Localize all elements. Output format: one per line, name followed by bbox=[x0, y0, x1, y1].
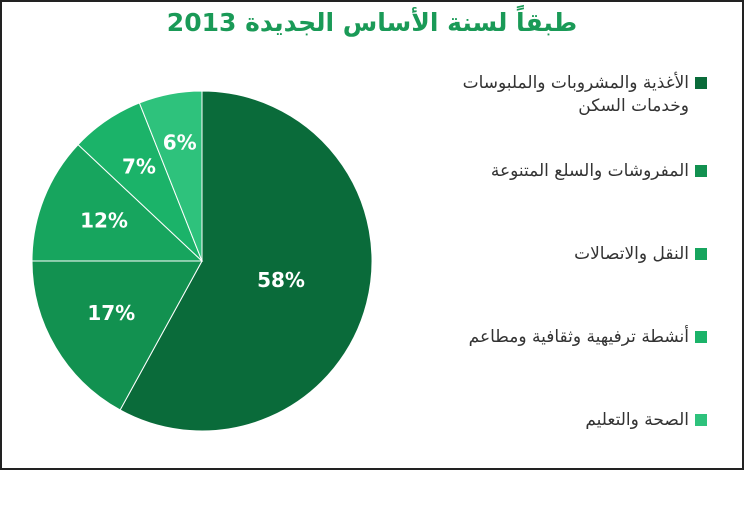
legend-label: الأغذية والمشروبات والملبوسات وخدمات الس… bbox=[462, 73, 689, 116]
chart-frame: طبقاً لسنة الأساس الجديدة 2013 58% 17% 12%… bbox=[0, 0, 744, 470]
legend-swatch bbox=[695, 165, 707, 177]
pie-label-food: 58% bbox=[257, 268, 305, 292]
legend-item-furnishings: المفروشات والسلع المتنوعة bbox=[407, 160, 707, 183]
pie-label-transport: 12% bbox=[80, 209, 128, 233]
pie-slice-health bbox=[138, 90, 203, 262]
pie-slice-transport bbox=[32, 143, 204, 262]
legend-swatch bbox=[695, 331, 707, 343]
pie-label-furnishings: 17% bbox=[87, 301, 135, 325]
legend-item-recreation: أنشطة ترفيهية وثقافية ومطاعم bbox=[407, 326, 707, 349]
legend-label: المفروشات والسلع المتنوعة bbox=[490, 161, 689, 181]
chart-title: طبقاً لسنة الأساس الجديدة 2013 bbox=[166, 8, 578, 37]
legend-swatch bbox=[695, 414, 707, 426]
pie-chart: 58% 17% 12% 7% 6% bbox=[32, 90, 372, 432]
pie-slice-food bbox=[119, 90, 372, 432]
legend-label: النقل والاتصالات bbox=[574, 244, 689, 264]
legend-item-health: الصحة والتعليم bbox=[407, 409, 707, 432]
legend-label: الصحة والتعليم bbox=[585, 410, 689, 430]
legend-item-transport: النقل والاتصالات bbox=[407, 243, 707, 266]
legend-swatch bbox=[695, 248, 707, 260]
pie-label-health: 6% bbox=[163, 131, 197, 155]
pie-slices bbox=[32, 90, 372, 432]
legend-swatch bbox=[695, 77, 707, 89]
pie-labels: 58% 17% 12% 7% 6% bbox=[80, 131, 305, 326]
legend-item-food: الأغذية والمشروبات والملبوسات وخدمات الس… bbox=[407, 72, 707, 118]
pie-label-recreation: 7% bbox=[122, 155, 156, 179]
pie-slice-furnishings bbox=[32, 260, 203, 411]
legend-label: أنشطة ترفيهية وثقافية ومطاعم bbox=[468, 327, 689, 347]
